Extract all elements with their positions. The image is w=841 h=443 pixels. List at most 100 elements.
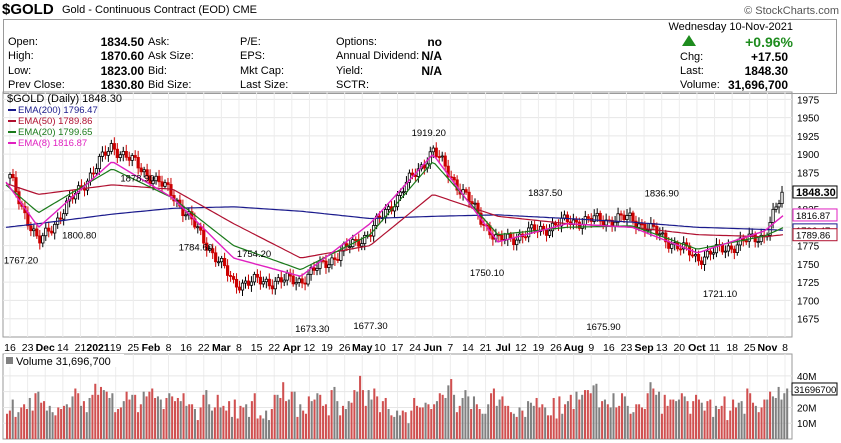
candle-body — [640, 223, 644, 226]
volume-bar — [276, 394, 279, 439]
volume-bar — [279, 397, 282, 439]
price-annotation-label: 1837.50 — [528, 188, 562, 199]
volume-bar — [188, 404, 191, 439]
volume-bar — [660, 413, 663, 439]
volume-bar — [253, 393, 256, 439]
volume-bar — [102, 390, 105, 439]
time-axis-tick-label: 9 — [588, 342, 594, 354]
price-axis-tick-label: 1700 — [797, 296, 820, 307]
exchange-label: CME — [232, 4, 258, 16]
volume-bar — [612, 393, 615, 439]
candle-body — [273, 280, 277, 290]
yield-value: N/A — [421, 64, 442, 78]
candle-body — [59, 217, 63, 220]
time-axis-tick-label: 8 — [782, 342, 788, 354]
candle-body — [592, 215, 596, 222]
price-axis-tick-label: 1875 — [797, 168, 820, 179]
volume-bar — [216, 394, 219, 439]
volume-bar — [524, 416, 527, 439]
volume-bar — [544, 407, 547, 439]
volume-bar — [74, 388, 77, 439]
volume-bar — [416, 405, 419, 439]
volume-bar — [729, 410, 732, 439]
volume-bar — [726, 420, 729, 439]
volume-bar — [697, 399, 700, 439]
volume-bar — [586, 390, 589, 439]
time-axis-tick-label: 21 — [75, 342, 87, 354]
candle-body — [258, 276, 262, 285]
volume-bar — [381, 401, 384, 439]
volume-bar — [703, 410, 706, 439]
ask-size-label: Ask Size: — [148, 50, 194, 62]
volume-bar — [17, 412, 20, 439]
time-axis-tick-label: 25 — [744, 342, 756, 354]
candle-body — [231, 276, 236, 280]
volume-bar — [783, 393, 786, 439]
candle-body — [297, 278, 301, 283]
brand-watermark: © StockCharts.com — [744, 5, 839, 17]
volume-bar — [623, 396, 626, 439]
candle-body — [747, 233, 751, 242]
percent-change: +0.96% — [745, 34, 793, 50]
bid-label: Bid: — [148, 65, 167, 77]
candle-body — [261, 281, 265, 285]
volume-bar — [450, 379, 453, 439]
high-value: 1870.60 — [100, 49, 144, 63]
volume-bar — [407, 423, 410, 439]
volume-bar — [618, 405, 621, 439]
volume-bar — [583, 390, 587, 439]
volume-bar — [108, 397, 111, 439]
volume-bar — [259, 415, 262, 439]
candle-body — [470, 201, 474, 205]
volume-bar — [296, 416, 299, 439]
candle-body — [324, 260, 328, 268]
volume-bar — [677, 399, 681, 439]
time-axis-tick-label: Nov — [757, 342, 777, 354]
volume-bar — [114, 412, 117, 439]
candle-body — [699, 260, 704, 265]
volume-bar — [6, 413, 9, 439]
volume-bar — [714, 405, 718, 439]
candle-body — [115, 148, 119, 158]
volume-bar — [487, 404, 490, 439]
volume-bar — [606, 404, 609, 439]
volume-legend-title: Volume 31,696,700 — [16, 356, 111, 368]
volume-bar — [418, 407, 421, 439]
ema8-line — [5, 154, 784, 277]
candle-body — [53, 223, 57, 234]
candle-body — [622, 214, 626, 221]
candle-body — [223, 257, 227, 267]
volume-bar — [672, 399, 675, 439]
volume-bar — [250, 401, 253, 439]
candle-body — [670, 243, 674, 249]
candle-body — [160, 181, 164, 187]
candle-body — [702, 256, 707, 265]
candle-body — [151, 180, 155, 185]
volume-bar — [492, 388, 495, 439]
candle-body — [246, 280, 251, 286]
volume-bar — [148, 391, 151, 439]
volume-bar — [507, 405, 510, 439]
volume-bar — [649, 382, 652, 439]
quote-date: Wednesday 10-Nov-2021 — [668, 21, 793, 33]
candle-body — [437, 156, 441, 158]
legend-ema200: EMA(200) 1796.47 — [18, 105, 98, 116]
volume-bar — [322, 405, 325, 439]
time-axis-tick-label: 22 — [198, 342, 210, 354]
candle-body — [157, 175, 161, 183]
time-axis-tick-label: 8 — [236, 342, 242, 354]
time-axis-tick-label: 12 — [304, 342, 316, 354]
volume-bar — [635, 404, 638, 439]
ema20-line — [5, 161, 784, 271]
up-arrow-icon — [682, 35, 696, 46]
volume-bar — [444, 397, 447, 439]
volume-bar — [481, 413, 484, 439]
volume-bar — [578, 399, 581, 439]
volume-bar — [478, 409, 481, 439]
volume-bar — [165, 397, 168, 439]
candle-body — [667, 241, 671, 249]
volume-bar — [430, 409, 433, 439]
candle-body — [291, 275, 295, 285]
annual-dividend-label: Annual Dividend: — [336, 50, 420, 62]
